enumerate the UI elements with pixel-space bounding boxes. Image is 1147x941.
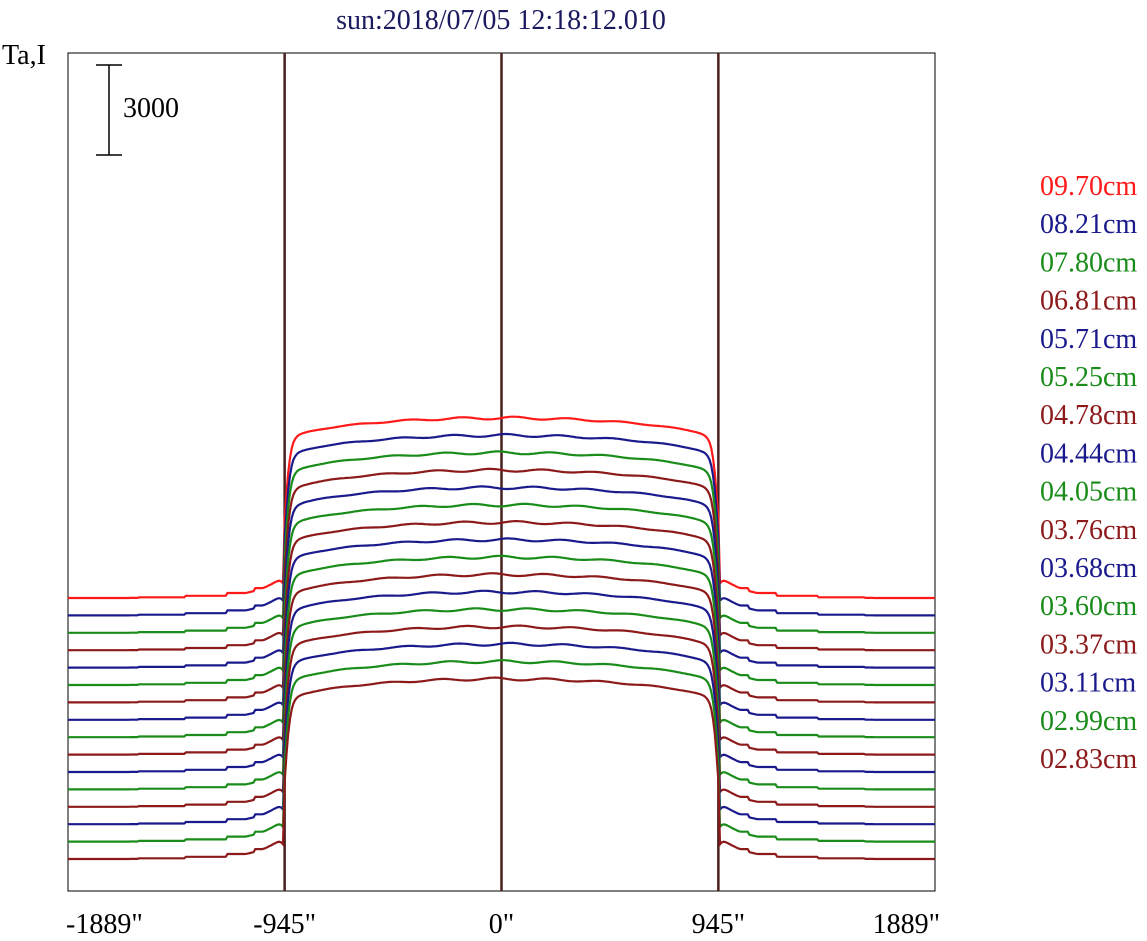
series-line-06-81cm [68,467,935,652]
legend-item-05-25cm: 05.25cm [1040,362,1137,393]
x-tick-label-4: 1889" [873,909,940,940]
legend: 09.70cm 08.21cm 07.80cm 06.81cm 05.71cm 05.25… [1040,171,1137,775]
series-line-02-99cm [68,659,935,843]
scale-bar: 3000 [96,64,179,156]
series-line-09-70cm [68,415,935,600]
series-line-05-25cm [68,502,935,687]
x-tick-label-0: -1889" [66,909,143,940]
series-line-04-44cm [68,537,935,721]
legend-item-04-44cm: 04.44cm [1040,438,1137,469]
legend-item-02-99cm: 02.99cm [1040,706,1137,737]
legend-item-06-81cm: 06.81cm [1040,286,1137,317]
x-tick-label-2: 0" [489,909,514,940]
legend-item-04-05cm: 04.05cm [1040,477,1137,508]
series-line-02-83cm [68,676,935,861]
series-line-04-78cm [68,520,935,704]
x-tick-label-1: -945" [253,909,316,940]
legend-item-07-80cm: 07.80cm [1040,247,1137,278]
series-line-03-76cm [68,572,935,756]
y-axis-label: Ta,I [2,40,46,71]
legend-item-03-76cm: 03.76cm [1040,515,1137,546]
legend-item-03-68cm: 03.68cm [1040,553,1137,584]
series-line-03-68cm [68,589,935,774]
scale-bar-label: 3000 [123,93,179,124]
legend-item-09-70cm: 09.70cm [1040,171,1137,202]
legend-item-03-11cm: 03.11cm [1040,668,1136,699]
legend-item-08-21cm: 08.21cm [1040,209,1137,240]
legend-item-03-37cm: 03.37cm [1040,629,1137,660]
position-markers [283,53,720,891]
legend-item-04-78cm: 04.78cm [1040,400,1137,431]
series-line-08-21cm [68,432,935,617]
series-lines [68,415,935,861]
series-line-04-05cm [68,554,935,739]
chart-title: sun:2018/07/05 12:18:12.010 [336,5,666,36]
legend-item-02-83cm: 02.83cm [1040,744,1137,775]
legend-item-05-71cm: 05.71cm [1040,324,1137,355]
series-line-03-60cm [68,607,935,791]
series-line-03-11cm [68,641,935,826]
x-axis-ticks: -1889" -945" 0" 945" 1889" [66,909,940,940]
series-line-07-80cm [68,450,935,634]
x-tick-label-3: 945" [692,909,745,940]
legend-item-03-60cm: 03.60cm [1040,591,1137,622]
series-line-05-71cm [68,485,935,669]
series-line-03-37cm [68,624,935,808]
